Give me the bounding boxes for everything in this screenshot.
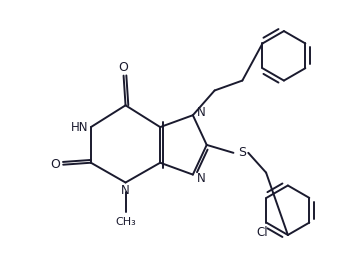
Text: S: S: [238, 146, 246, 159]
Text: Cl: Cl: [257, 226, 268, 239]
Text: HN: HN: [70, 120, 88, 134]
Text: CH₃: CH₃: [115, 217, 136, 227]
Text: N: N: [121, 184, 130, 197]
Text: O: O: [50, 158, 60, 171]
Text: O: O: [119, 61, 129, 74]
Text: N: N: [197, 106, 206, 119]
Text: N: N: [197, 172, 206, 185]
